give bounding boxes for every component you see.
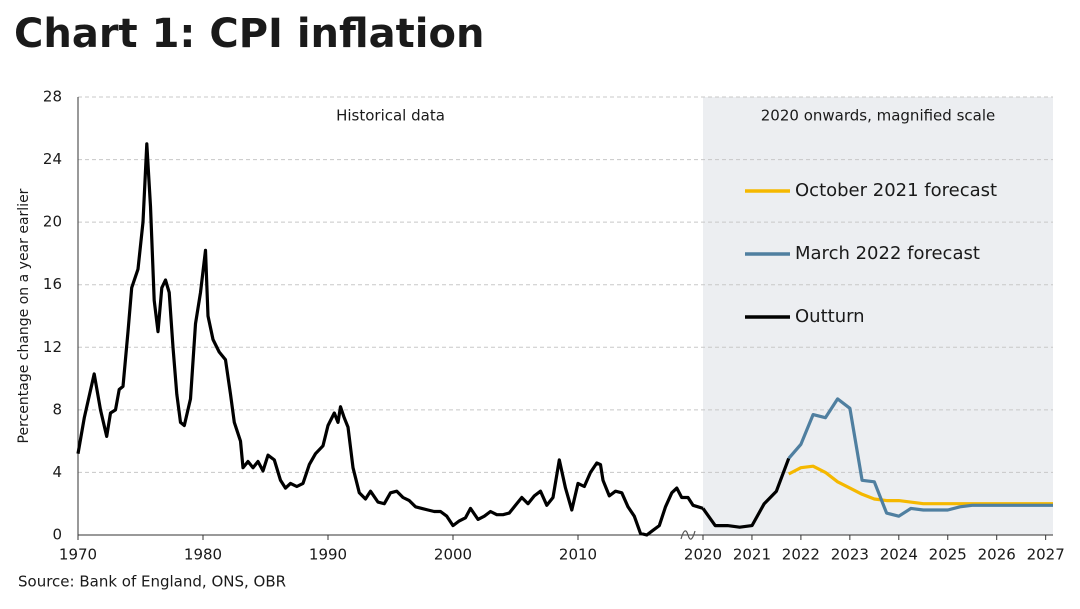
x-tick-label: 2024	[880, 546, 918, 564]
source: Source: Bank of England, ONS, OBR	[18, 573, 286, 591]
legend-label: March 2022 forecast	[795, 243, 980, 264]
series-line	[76, 142, 704, 537]
x-tick-label: 1990	[309, 546, 347, 564]
chart-title: Chart 1: CPI inflation	[14, 11, 484, 57]
x-tick-label: 2010	[559, 546, 597, 564]
x-tick-label: 2000	[434, 546, 472, 564]
y-tick-label: 28	[43, 88, 62, 106]
y-tick-label: 12	[43, 338, 62, 356]
series-line	[787, 397, 1053, 518]
x-tick-label: 2027	[1027, 546, 1065, 564]
x-tick-label: 1970	[59, 546, 97, 564]
y-tick-label: 0	[52, 526, 62, 544]
y-tick-label: 20	[43, 213, 62, 231]
x-tick-label: 2026	[978, 546, 1016, 564]
x-tick-label: 2022	[782, 546, 820, 564]
series-line	[701, 457, 791, 529]
legend-label: October 2021 forecast	[795, 180, 997, 201]
x-tick-label: 1980	[184, 546, 222, 564]
x-tick-label: 2021	[733, 546, 771, 564]
legend-label: Outturn	[795, 306, 865, 327]
panel-annotation: 2020 onwards, magnified scale	[761, 107, 995, 125]
y-tick-label: 8	[52, 400, 62, 418]
y-tick-label: 24	[43, 150, 62, 168]
x-tick-label: 2025	[929, 546, 967, 564]
panel-annotation: Historical data	[336, 107, 445, 125]
axis-break	[680, 530, 696, 540]
x-tick-label: 2020	[684, 546, 722, 564]
x-tick-label: 2023	[831, 546, 869, 564]
y-tick-label: 4	[52, 463, 62, 481]
y-tick-label: 16	[43, 275, 62, 293]
y-axis-label: Percentage change on a year earlier	[16, 188, 32, 443]
